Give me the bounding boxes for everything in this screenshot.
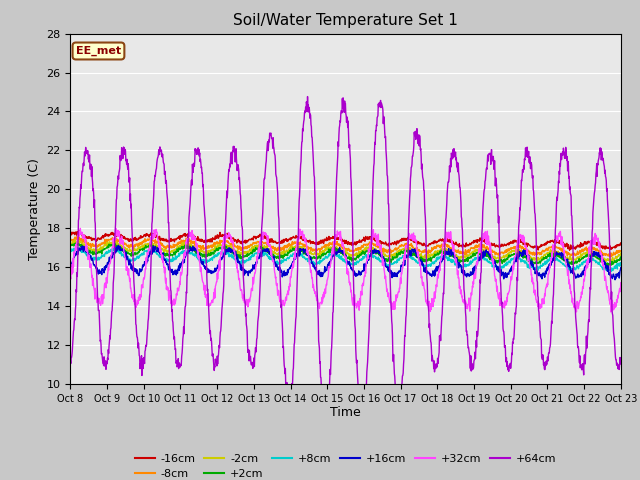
- -16cm: [189, 233, 197, 239]
- +32cm: [77, 226, 84, 231]
- +64cm: [175, 360, 183, 366]
- -16cm: [176, 237, 184, 242]
- Line: +2cm: +2cm: [70, 243, 621, 266]
- -8cm: [552, 244, 559, 250]
- +32cm: [617, 280, 625, 286]
- Y-axis label: Temperature (C): Temperature (C): [28, 158, 41, 260]
- -16cm: [75, 228, 83, 233]
- +2cm: [72, 240, 79, 246]
- -8cm: [251, 240, 259, 245]
- +16cm: [552, 251, 559, 256]
- Line: +8cm: +8cm: [70, 247, 621, 272]
- +8cm: [189, 252, 197, 258]
- -2cm: [71, 237, 79, 243]
- +32cm: [431, 290, 439, 296]
- +8cm: [251, 251, 259, 256]
- +64cm: [250, 364, 258, 370]
- +8cm: [72, 244, 79, 250]
- -8cm: [431, 244, 439, 250]
- +2cm: [504, 256, 511, 262]
- +16cm: [115, 242, 122, 248]
- -8cm: [617, 248, 625, 254]
- +16cm: [617, 264, 625, 270]
- +64cm: [189, 168, 196, 174]
- +2cm: [67, 242, 74, 248]
- -16cm: [251, 235, 259, 240]
- +8cm: [552, 255, 559, 261]
- +64cm: [358, 416, 366, 421]
- -8cm: [67, 237, 74, 243]
- +8cm: [431, 258, 439, 264]
- -2cm: [606, 259, 614, 265]
- -2cm: [67, 242, 74, 248]
- -16cm: [431, 239, 439, 245]
- +64cm: [67, 357, 74, 363]
- -16cm: [566, 247, 573, 253]
- -2cm: [176, 242, 184, 248]
- Line: +16cm: +16cm: [70, 245, 621, 280]
- +64cm: [304, 94, 312, 99]
- -2cm: [431, 252, 439, 258]
- Line: -2cm: -2cm: [70, 240, 621, 262]
- -8cm: [607, 254, 614, 260]
- +64cm: [432, 366, 440, 372]
- +2cm: [189, 247, 197, 253]
- X-axis label: Time: Time: [330, 407, 361, 420]
- +8cm: [176, 252, 184, 258]
- -16cm: [552, 239, 559, 244]
- +8cm: [504, 261, 511, 267]
- +8cm: [607, 269, 614, 275]
- -16cm: [504, 241, 511, 247]
- Line: +64cm: +64cm: [70, 96, 621, 419]
- +32cm: [607, 309, 614, 315]
- -8cm: [75, 234, 83, 240]
- +32cm: [189, 231, 197, 237]
- +32cm: [251, 270, 259, 276]
- +2cm: [617, 255, 625, 261]
- -2cm: [552, 248, 559, 254]
- +2cm: [251, 248, 259, 254]
- -2cm: [189, 242, 197, 248]
- Line: +32cm: +32cm: [70, 228, 621, 312]
- +8cm: [617, 260, 625, 266]
- +8cm: [67, 246, 74, 252]
- +16cm: [176, 265, 184, 271]
- +32cm: [176, 279, 184, 285]
- +16cm: [251, 262, 259, 267]
- -16cm: [67, 232, 74, 238]
- -2cm: [504, 254, 511, 260]
- Line: -16cm: -16cm: [70, 230, 621, 250]
- +2cm: [552, 252, 559, 258]
- Text: EE_met: EE_met: [76, 46, 121, 56]
- Legend: -16cm, -8cm, -2cm, +2cm, +8cm, +16cm, +32cm, +64cm: -16cm, -8cm, -2cm, +2cm, +8cm, +16cm, +3…: [131, 449, 561, 480]
- -2cm: [251, 243, 259, 249]
- +2cm: [176, 246, 184, 252]
- +16cm: [431, 272, 439, 278]
- -2cm: [617, 250, 625, 256]
- +16cm: [611, 277, 619, 283]
- Title: Soil/Water Temperature Set 1: Soil/Water Temperature Set 1: [233, 13, 458, 28]
- +16cm: [67, 262, 74, 268]
- +32cm: [552, 238, 559, 243]
- +16cm: [189, 246, 197, 252]
- +64cm: [617, 357, 625, 363]
- +64cm: [504, 364, 511, 370]
- +32cm: [504, 299, 511, 304]
- -8cm: [504, 248, 511, 254]
- +32cm: [67, 274, 74, 279]
- +2cm: [602, 263, 610, 269]
- -8cm: [189, 240, 197, 246]
- -16cm: [617, 240, 625, 246]
- -8cm: [176, 239, 184, 245]
- +2cm: [431, 252, 439, 258]
- +16cm: [504, 273, 511, 278]
- +64cm: [552, 210, 560, 216]
- Line: -8cm: -8cm: [70, 237, 621, 257]
